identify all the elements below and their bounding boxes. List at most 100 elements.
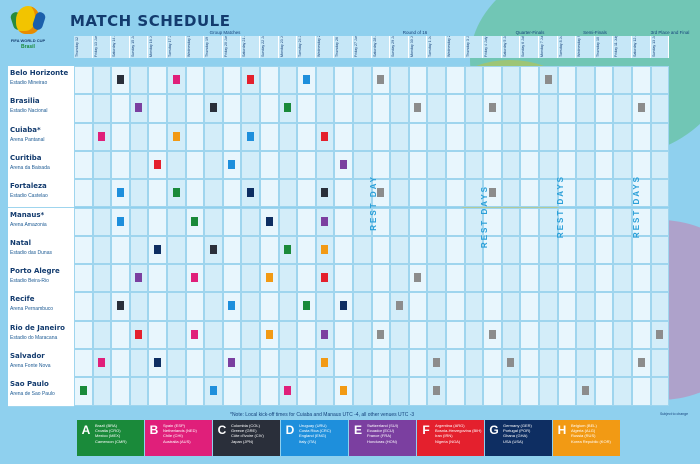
schedule-cell bbox=[446, 235, 465, 265]
team-name: Cameroon (CMR) bbox=[95, 438, 127, 444]
schedule-cell bbox=[74, 235, 93, 265]
date-header: Tuesday 1 July bbox=[427, 36, 446, 58]
group-match-marker bbox=[321, 131, 329, 141]
schedule-cell bbox=[371, 150, 391, 180]
venue-row-header: Manaus* Arena Amazonia bbox=[8, 207, 74, 237]
schedule-cell bbox=[390, 349, 409, 378]
schedule-cell bbox=[539, 150, 558, 180]
group-match-marker bbox=[116, 216, 124, 226]
schedule-cell bbox=[427, 122, 446, 151]
group-match-marker bbox=[284, 386, 292, 396]
schedule-cell bbox=[576, 179, 595, 208]
group-match-marker bbox=[135, 329, 143, 339]
venue-row-header: Porto Alegre Estadio Beira-Rio bbox=[8, 264, 74, 294]
date-label: Monday 30 June bbox=[409, 36, 414, 57]
schedule-cell bbox=[297, 179, 316, 208]
schedule-cell bbox=[390, 179, 409, 208]
schedule-cell bbox=[520, 66, 539, 95]
date-label: Saturday 14 June bbox=[112, 36, 117, 57]
schedule-cell bbox=[353, 66, 372, 95]
schedule-cell bbox=[129, 207, 149, 236]
schedule-cell bbox=[148, 94, 167, 123]
schedule-cell bbox=[260, 349, 279, 378]
venue-city: Rio de Janeiro bbox=[10, 323, 65, 332]
date-label: Monday 16 June bbox=[149, 36, 154, 57]
schedule-cell bbox=[632, 320, 651, 349]
date-header: Thursday 3 July bbox=[464, 36, 484, 58]
schedule-cell bbox=[74, 292, 93, 321]
group-legend-box: C Colombia (COL) Greece (GRE) Côte d'Ivoire… bbox=[213, 420, 280, 456]
group-match-marker bbox=[116, 75, 124, 84]
schedule-cell bbox=[520, 264, 539, 293]
team-name: Argentina (ARG) bbox=[435, 423, 465, 428]
schedule-cell bbox=[501, 94, 521, 123]
schedule-cell bbox=[111, 264, 130, 293]
schedule-cell bbox=[167, 207, 186, 236]
schedule-cell bbox=[501, 320, 521, 349]
group-letter: H bbox=[557, 423, 567, 437]
date-label: Thursday 26 June bbox=[335, 36, 340, 57]
venue-stadium: Estadio Castelao bbox=[10, 193, 48, 200]
team-name: USA (USA) bbox=[503, 438, 524, 444]
group-match-marker bbox=[339, 159, 347, 169]
group-match-marker bbox=[246, 75, 254, 84]
schedule-cell bbox=[167, 320, 186, 349]
schedule-cell bbox=[650, 377, 670, 406]
date-header: Sunday 22 June bbox=[260, 36, 279, 58]
schedule-cell bbox=[129, 179, 149, 208]
date-header: Saturday 5 July bbox=[501, 36, 521, 58]
date-label: Friday 11 July bbox=[614, 36, 619, 57]
schedule-cell bbox=[241, 150, 260, 180]
schedule-cell bbox=[557, 349, 577, 378]
group-match-marker bbox=[321, 244, 329, 254]
schedule-cell bbox=[539, 235, 558, 265]
schedule-cell bbox=[260, 235, 279, 265]
knockout-match-marker bbox=[414, 103, 422, 113]
schedule-cell bbox=[520, 349, 539, 378]
date-header: Thursday 19 June bbox=[204, 36, 223, 58]
schedule-cell bbox=[148, 264, 167, 293]
logo-text: FIFA WORLD CUP bbox=[10, 38, 46, 43]
group-teams: Germany (GER) Portugal (POR) Ghana (GHA) US… bbox=[503, 423, 532, 444]
date-header: Friday 11 July bbox=[613, 36, 632, 58]
schedule-cell bbox=[167, 377, 186, 406]
schedule-cell bbox=[483, 207, 502, 236]
group-match-marker bbox=[116, 301, 124, 311]
team-name: Costa Rica (CRC) bbox=[299, 428, 332, 434]
team-name: Bosnia-Herzegovina (BIH) bbox=[435, 428, 482, 434]
schedule-cell bbox=[92, 179, 112, 208]
schedule-cell bbox=[650, 66, 670, 95]
schedule-cell bbox=[408, 179, 428, 208]
team-name: England (ENG) bbox=[299, 433, 327, 439]
schedule-cell bbox=[594, 207, 614, 236]
schedule-cell bbox=[315, 66, 335, 95]
schedule-cell bbox=[111, 150, 130, 180]
schedule-cell bbox=[297, 264, 316, 293]
venue-stadium: Estadio Mineirao bbox=[10, 80, 48, 86]
schedule-cell bbox=[464, 94, 484, 123]
schedule-cell bbox=[241, 349, 260, 378]
schedule-cell bbox=[185, 179, 205, 208]
venue-row-header: Recife Arena Pernambuco bbox=[8, 292, 74, 322]
group-match-marker bbox=[191, 273, 199, 283]
world-cup-logo: FIFA WORLD CUP Brasil bbox=[6, 6, 50, 58]
schedule-cell bbox=[594, 292, 614, 321]
date-label: Wednesday 25 June bbox=[316, 36, 321, 57]
date-label: Saturday 28 June bbox=[372, 36, 377, 57]
knockout-match-marker bbox=[507, 358, 515, 367]
schedule-cell bbox=[167, 292, 186, 321]
schedule-cell bbox=[278, 122, 298, 151]
schedule-cell bbox=[632, 235, 651, 265]
schedule-cell bbox=[185, 94, 205, 123]
group-letter: E bbox=[353, 423, 362, 437]
schedule-cell bbox=[148, 377, 167, 406]
schedule-cell bbox=[483, 264, 502, 293]
schedule-cell bbox=[464, 349, 484, 378]
schedule-cell bbox=[185, 122, 205, 151]
schedule-cell bbox=[408, 66, 428, 95]
schedule-cell bbox=[334, 207, 353, 236]
schedule-cell bbox=[129, 150, 149, 180]
date-label: Tuesday 17 June bbox=[168, 36, 172, 57]
stage-r16: Round of 16 bbox=[402, 30, 428, 35]
group-match-marker bbox=[209, 386, 217, 396]
